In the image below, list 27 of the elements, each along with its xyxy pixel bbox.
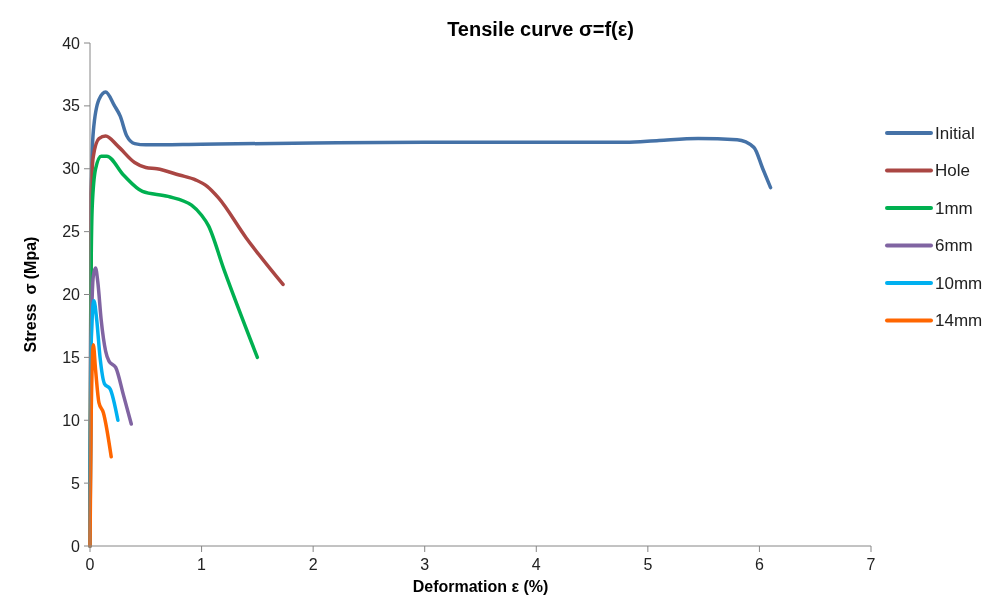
y-tick-label: 15 [62, 348, 81, 366]
x-tick-label: 1 [197, 556, 207, 573]
legend-label: Hole [935, 161, 970, 181]
x-tick-label: 0 [85, 556, 95, 573]
x-tick-label: 3 [420, 556, 430, 573]
y-tick-label: 25 [62, 223, 81, 241]
y-axis-title: Stress σ (Mpa) [22, 236, 39, 353]
y-tick-label: 35 [62, 97, 81, 115]
y-tick-label: 5 [71, 474, 81, 492]
legend-label: 14mm [935, 311, 983, 331]
x-tick-label: 6 [754, 556, 764, 573]
legend-label: 10mm [935, 273, 983, 293]
x-tick-label: 4 [531, 556, 541, 573]
x-tick-label: 5 [643, 556, 653, 573]
y-tick-label: 30 [62, 160, 81, 178]
x-tick-label: 2 [308, 556, 318, 573]
line-series [88, 343, 113, 548]
y-tick-label: 0 [71, 537, 81, 555]
x-axis-title: Deformation ε (%) [412, 578, 549, 595]
y-tick-label: 40 [62, 34, 81, 52]
legend-label: 6mm [935, 236, 973, 256]
y-tick-label: 20 [62, 286, 81, 304]
legend-label: 1mm [935, 198, 973, 218]
legend-label: Initial [935, 123, 975, 143]
chart-title: Tensile curve σ=f(ε) [447, 18, 634, 40]
x-tick-label: 7 [866, 556, 876, 573]
y-tick-label: 10 [62, 411, 81, 429]
